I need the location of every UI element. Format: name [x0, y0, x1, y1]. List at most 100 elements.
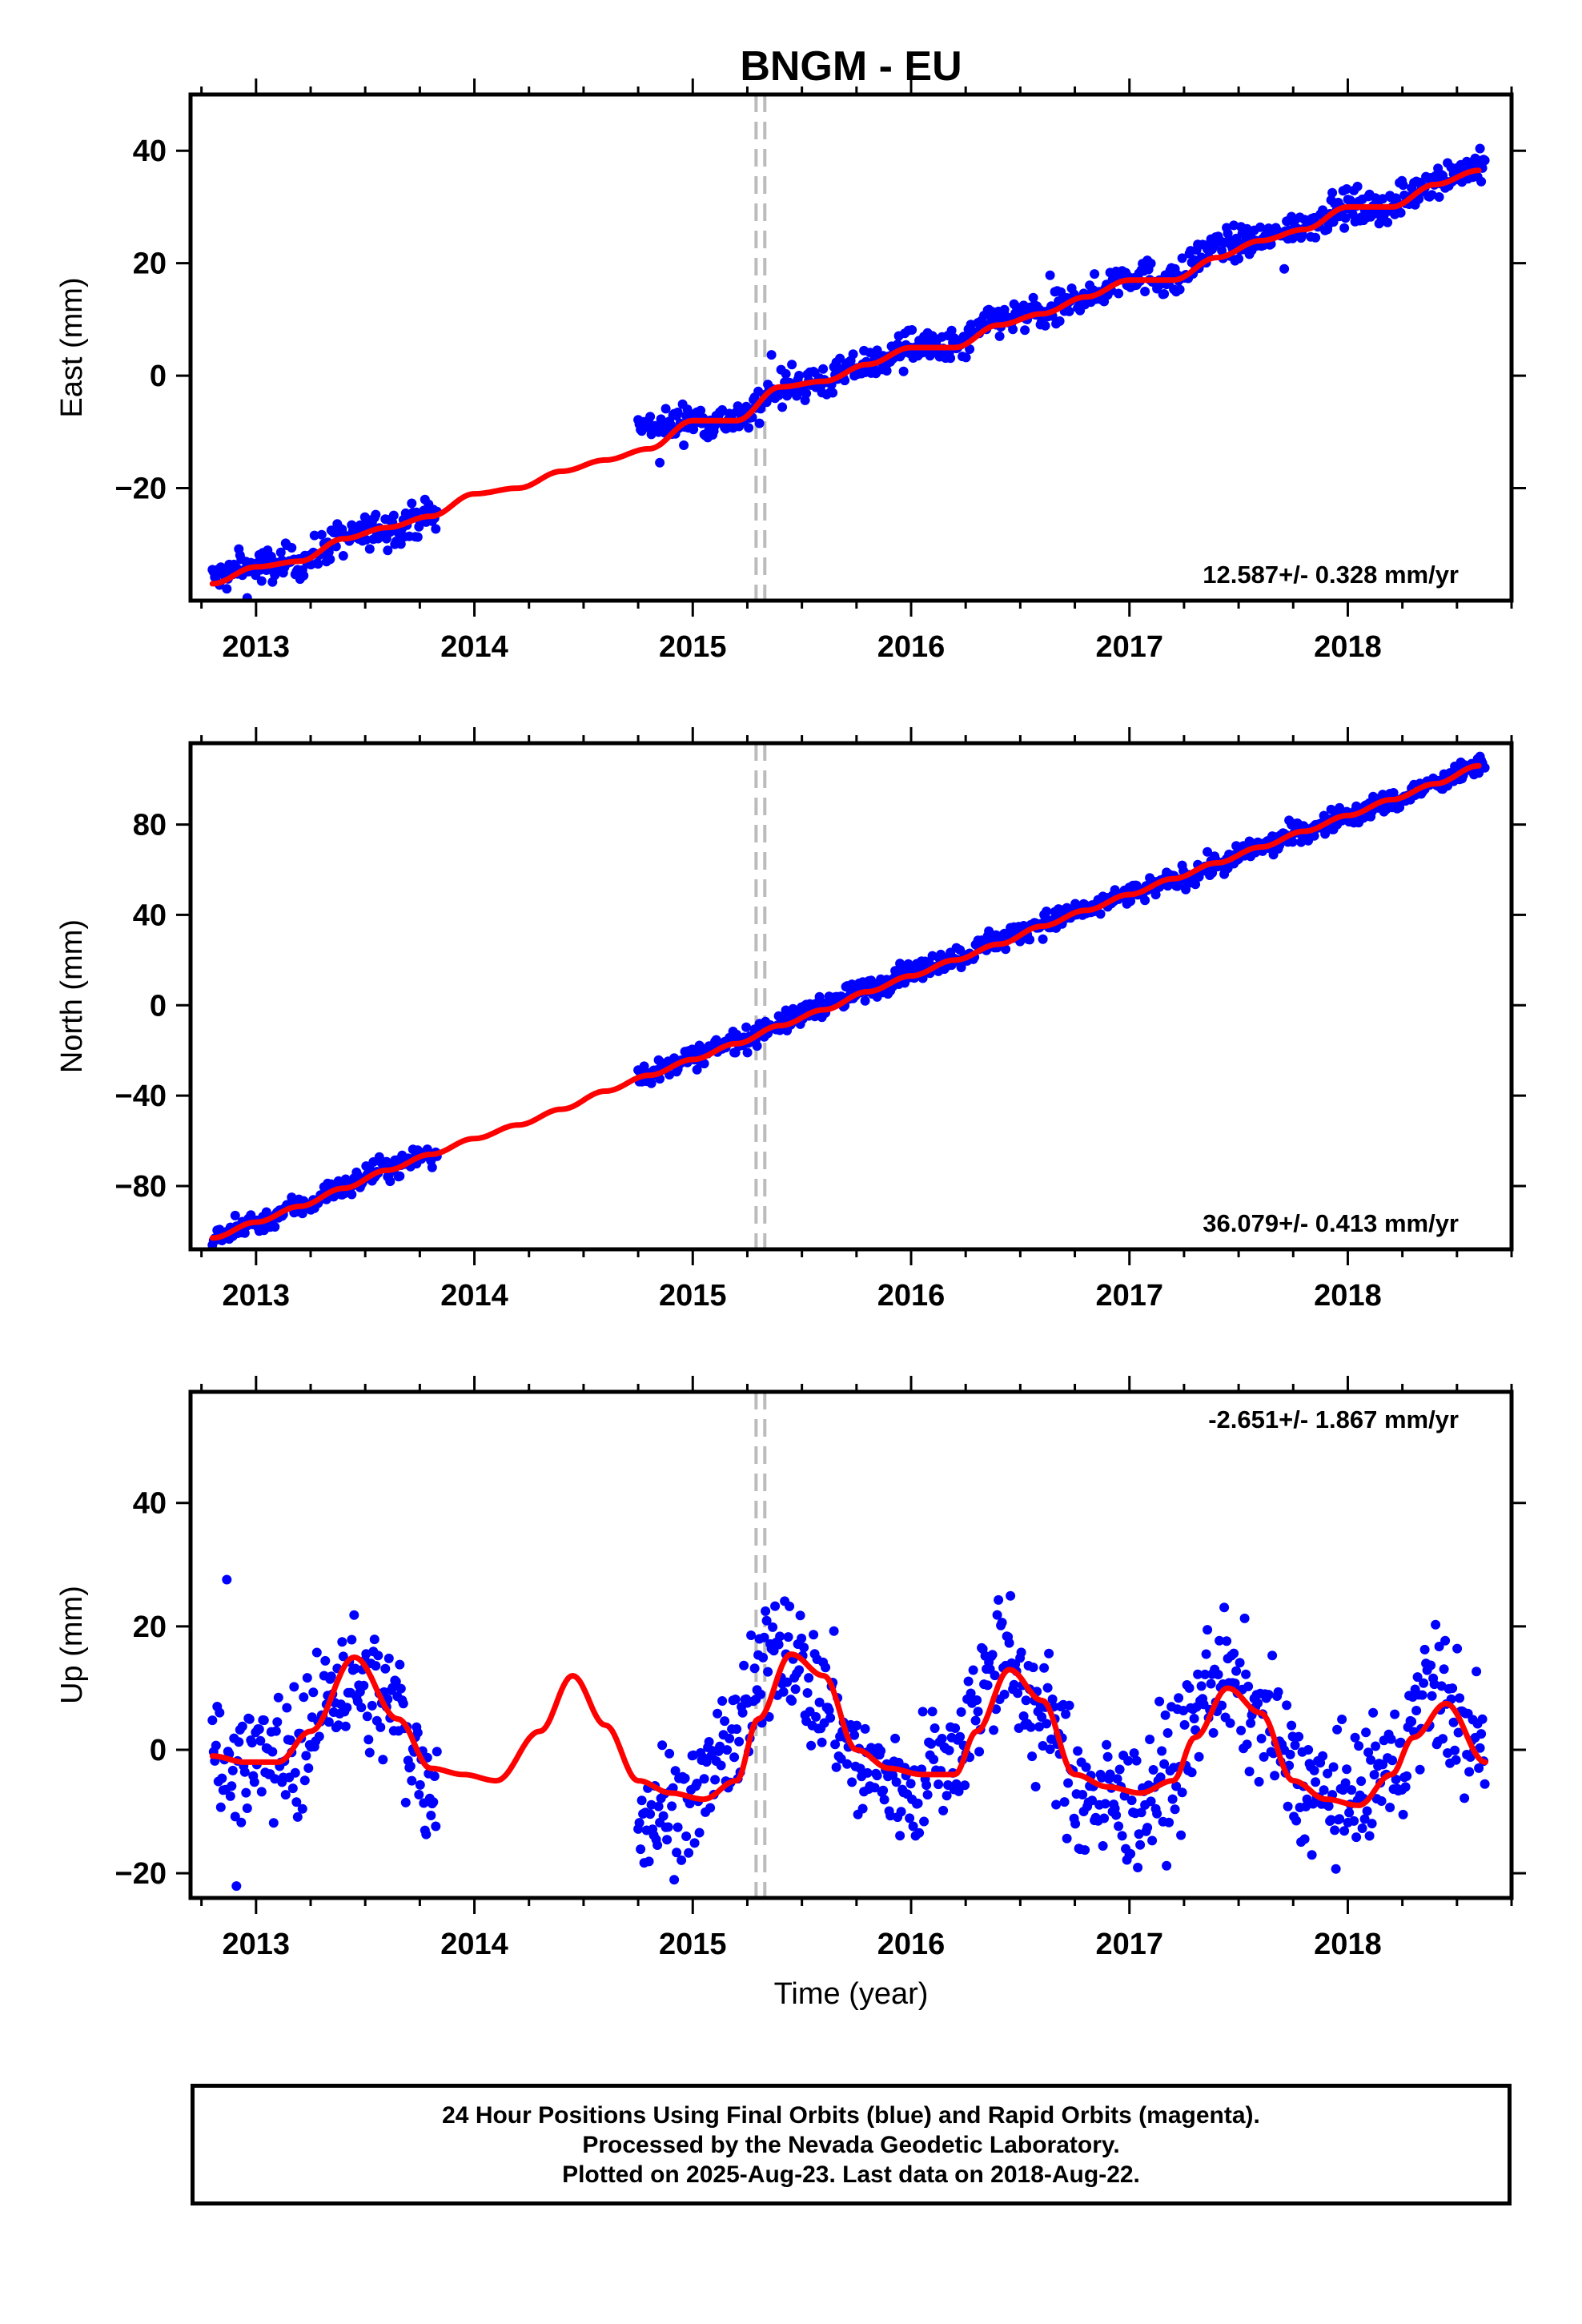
data-point [994, 331, 1005, 341]
data-point [1434, 192, 1444, 202]
data-point [1361, 1727, 1371, 1738]
x-tick-label: 2018 [1314, 630, 1382, 664]
data-point [1174, 1693, 1184, 1703]
data-point [653, 1801, 664, 1811]
data-point [817, 1737, 827, 1747]
data-point [722, 1745, 733, 1755]
data-point [1443, 1748, 1453, 1758]
data-point [256, 1787, 267, 1797]
data-point [1037, 1712, 1047, 1722]
data-point [783, 1632, 793, 1642]
data-point [1359, 1814, 1370, 1824]
data-point [699, 1774, 709, 1784]
data-point [1267, 1651, 1278, 1661]
data-point [371, 509, 381, 520]
data-point [855, 1763, 865, 1774]
data-point [778, 1687, 789, 1697]
y-axis-label: North (mm) [55, 919, 89, 1073]
data-point [1026, 1722, 1036, 1732]
data-point [380, 1663, 391, 1674]
data-point [1142, 1823, 1153, 1833]
data-point [645, 412, 656, 422]
data-point [913, 1798, 923, 1808]
data-point [907, 325, 917, 335]
data-point [1427, 1691, 1437, 1701]
data-point [914, 1827, 925, 1838]
data-point [1159, 1759, 1170, 1769]
data-point [1246, 1718, 1256, 1728]
data-point [665, 1748, 675, 1759]
x-tick-label: 2017 [1095, 1928, 1163, 1961]
data-point [405, 1761, 416, 1771]
data-point [1215, 1635, 1225, 1646]
data-point [1429, 1679, 1439, 1690]
data-point [227, 1765, 238, 1775]
data-point [1263, 1690, 1274, 1700]
data-point [338, 551, 348, 561]
panel-3: 2013 2014 2015 2016 2017 2018 40 20 0 −20 Up (mm) -… [55, 1376, 1526, 1961]
data-point [1028, 292, 1038, 303]
data-point [1452, 1643, 1463, 1654]
data-point [1350, 1732, 1360, 1743]
data-point [337, 1637, 347, 1647]
data-point [799, 1642, 809, 1653]
data-point [955, 1731, 966, 1742]
data-point [1451, 1755, 1461, 1765]
data-point [1047, 1694, 1058, 1704]
data-point [775, 1631, 785, 1642]
data-point [1335, 1814, 1345, 1824]
y-tick-label: 0 [150, 360, 167, 393]
data-point [1364, 1831, 1375, 1841]
data-point [881, 366, 892, 376]
data-point [1279, 263, 1290, 274]
data-point [1319, 1785, 1329, 1795]
data-point [828, 388, 838, 398]
data-point [280, 1790, 291, 1800]
data-point [1159, 289, 1170, 299]
data-point [1191, 879, 1201, 890]
y-tick-label: 40 [133, 1487, 167, 1521]
y-tick-label: 0 [150, 989, 167, 1023]
data-point [1395, 1737, 1406, 1747]
data-point [254, 1724, 264, 1735]
data-point [1164, 1817, 1174, 1827]
data-point [661, 404, 671, 414]
data-point [1460, 1793, 1470, 1803]
footer-line-processed: Processed by the Nevada Geodetic Laborat… [582, 2131, 1120, 2158]
footer-caption-box: 24 Hour Positions Using Final Orbits (bl… [191, 2084, 1512, 2205]
data-point [1448, 1717, 1459, 1727]
data-point [231, 1881, 242, 1892]
data-point [905, 1813, 915, 1823]
data-point [644, 1856, 654, 1867]
data-point [222, 584, 232, 594]
data-point [1378, 194, 1388, 204]
data-point [1398, 180, 1408, 191]
data-point [249, 1777, 259, 1787]
data-point [1476, 176, 1487, 187]
data-point [1363, 1747, 1374, 1758]
data-point [951, 1779, 962, 1789]
data-point [1222, 1636, 1232, 1647]
data-point [1331, 1864, 1341, 1874]
data-point [236, 1817, 247, 1827]
data-point [1407, 1716, 1417, 1727]
data-point [944, 1745, 954, 1755]
data-point [860, 995, 870, 1006]
data-point [1176, 1830, 1186, 1840]
data-point [285, 1735, 295, 1745]
data-point [679, 440, 689, 450]
data-point [1434, 1642, 1444, 1651]
data-point [968, 1665, 978, 1675]
data-point [1162, 1728, 1173, 1738]
data-point [1371, 1741, 1381, 1751]
data-point [396, 1683, 406, 1694]
data-point [938, 1805, 949, 1815]
data-point [323, 1717, 334, 1727]
data-point [1234, 254, 1244, 263]
data-point [824, 1705, 834, 1715]
data-point [1354, 1741, 1364, 1751]
data-point [1299, 1834, 1310, 1844]
data-point [1102, 1751, 1113, 1762]
data-point [717, 1696, 728, 1706]
data-point [662, 1835, 673, 1845]
